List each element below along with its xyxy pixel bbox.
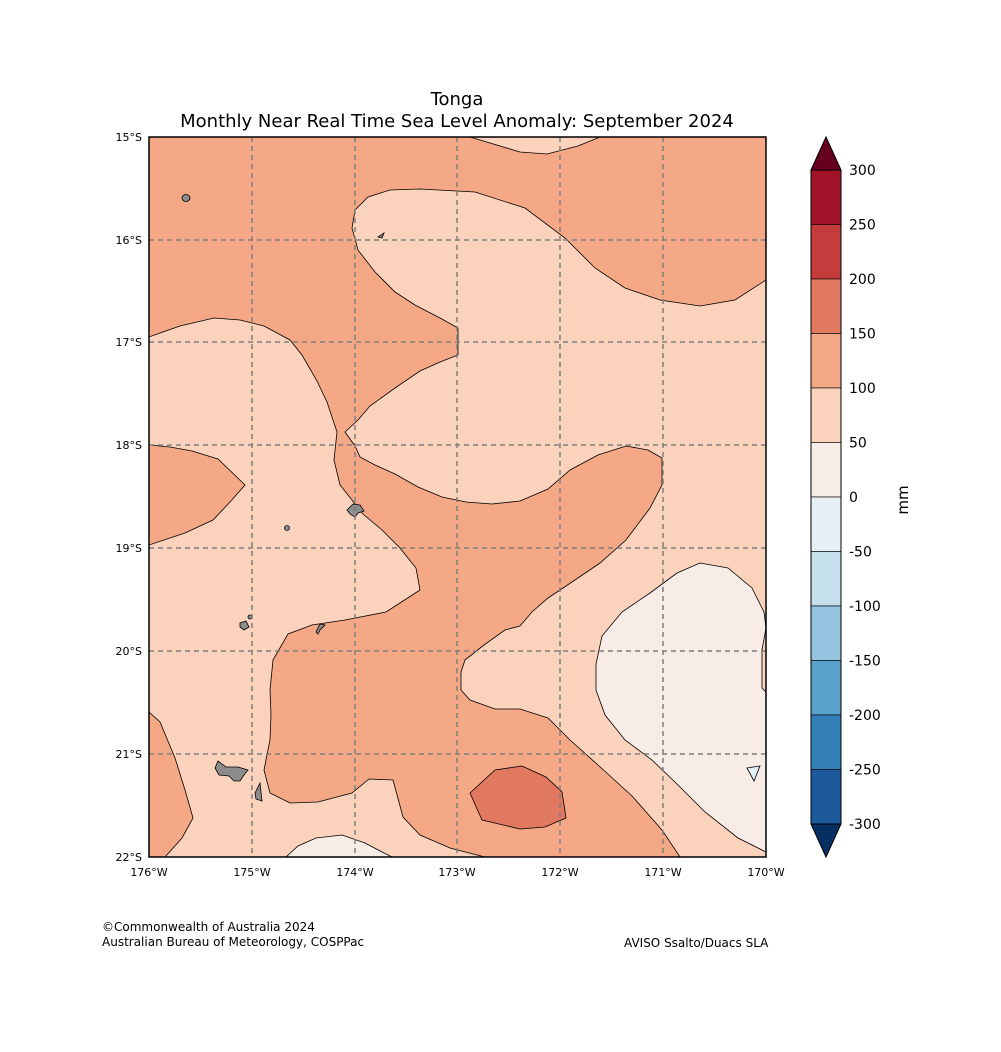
colorbar-tick-label: 300 bbox=[849, 163, 876, 179]
colorbar-tick-label: 0 bbox=[849, 490, 858, 506]
lon-tick-label: 175°W bbox=[233, 866, 270, 879]
colorbar-under-extension bbox=[810, 823, 842, 859]
colorbar-bin bbox=[810, 660, 842, 716]
lat-tick-label: 22°S bbox=[116, 851, 142, 864]
lat-tick-label: 16°S bbox=[116, 234, 142, 247]
anomaly-region-negative-small bbox=[746, 765, 761, 782]
colorbar-bin bbox=[810, 605, 842, 661]
lat-tick-label: 19°S bbox=[116, 542, 142, 555]
island bbox=[377, 231, 385, 239]
colorbar-tick-label: 150 bbox=[849, 327, 876, 343]
sea-level-anomaly-field bbox=[149, 137, 766, 857]
anomaly-region-150-200 bbox=[469, 765, 567, 830]
data-source-credit: AVISO Ssalto/Duacs SLA bbox=[624, 936, 769, 950]
lat-tick-label: 17°S bbox=[116, 336, 142, 349]
colorbar-tick-label: -250 bbox=[849, 763, 881, 779]
colorbar-bin bbox=[810, 769, 842, 825]
colorbar-tick-label: 200 bbox=[849, 272, 876, 288]
island bbox=[181, 194, 191, 202]
lat-tick-label: 21°S bbox=[116, 748, 142, 761]
longitude-labels: 176°W 175°W 174°W 173°W 172°W 171°W 170°… bbox=[130, 866, 784, 879]
map-frame bbox=[148, 136, 767, 858]
lat-tick-label: 15°S bbox=[116, 131, 142, 144]
anomaly-region-0-50-south bbox=[285, 834, 393, 857]
colorbar-bin bbox=[810, 387, 842, 443]
lat-tick-label: 20°S bbox=[116, 645, 142, 658]
colorbar-bin bbox=[810, 333, 842, 389]
colorbar-tick-label: -150 bbox=[849, 654, 881, 670]
colorbar-frame bbox=[810, 169, 842, 825]
colorbar-unit-label: mm bbox=[894, 485, 912, 514]
tonga-islands bbox=[181, 194, 385, 802]
anomaly-region-0-50-east bbox=[595, 562, 766, 853]
colorbar-tick-label: -50 bbox=[849, 545, 872, 561]
colorbar-bin bbox=[810, 224, 842, 280]
island bbox=[239, 620, 250, 631]
map-title: Tonga bbox=[430, 89, 484, 110]
colorbar-tick-label: -100 bbox=[849, 599, 881, 615]
colorbar-tick-label: -300 bbox=[849, 817, 881, 833]
colorbar-over-extension bbox=[810, 135, 842, 171]
island bbox=[284, 525, 290, 531]
anomaly-region-100-150-north bbox=[149, 137, 766, 857]
map-subtitle: Monthly Near Real Time Sea Level Anomaly… bbox=[180, 111, 734, 132]
copyright-line-1: ©Commonwealth of Australia 2024 bbox=[102, 920, 315, 934]
anomaly-region-100-150-southwest bbox=[149, 711, 194, 857]
colorbar-tick-label: 100 bbox=[849, 381, 876, 397]
colorbar-bin bbox=[810, 496, 842, 552]
colorbar-bin bbox=[810, 551, 842, 607]
lon-tick-label: 174°W bbox=[336, 866, 373, 879]
lat-tick-label: 18°S bbox=[116, 439, 142, 452]
island bbox=[315, 623, 326, 635]
copyright-notice: ©Commonwealth of Australia 2024 Australi… bbox=[102, 920, 364, 950]
colorbar-tick-label: 250 bbox=[849, 218, 876, 234]
anomaly-region-100-150-west bbox=[149, 444, 246, 546]
lon-tick-label: 170°W bbox=[747, 866, 784, 879]
map-gridlines bbox=[149, 137, 766, 857]
lon-tick-label: 173°W bbox=[438, 866, 475, 879]
lon-tick-label: 172°W bbox=[541, 866, 578, 879]
colorbar-bin bbox=[810, 714, 842, 770]
colorbar-bin bbox=[810, 169, 842, 225]
colorbar-bin bbox=[810, 442, 842, 498]
latitude-labels: 15°S 16°S 17°S 18°S 19°S 20°S 21°S 22°S bbox=[116, 131, 142, 864]
island-south-group bbox=[214, 760, 249, 782]
lon-tick-label: 171°W bbox=[644, 866, 681, 879]
lon-tick-label: 176°W bbox=[130, 866, 167, 879]
colorbar-tick-label: 50 bbox=[849, 436, 867, 452]
copyright-line-2: Australian Bureau of Meteorology, COSPPa… bbox=[102, 935, 365, 949]
colorbar: 300 250 200 150 100 50 0 -50 -100 -150 -200 -250 -30… bbox=[810, 135, 912, 859]
colorbar-tick-label: -200 bbox=[849, 708, 881, 724]
colorbar-bin bbox=[810, 278, 842, 334]
island bbox=[254, 781, 263, 802]
